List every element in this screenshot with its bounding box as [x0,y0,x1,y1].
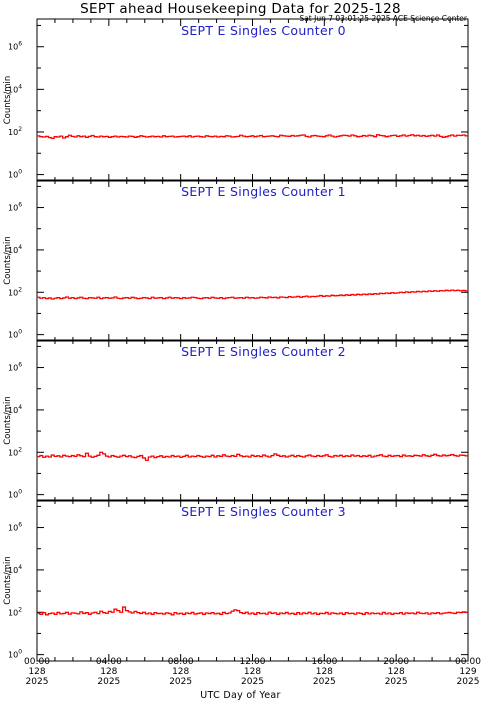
x-tick-label: 2025 [241,677,264,687]
x-tick-label: 00:00 [455,657,481,667]
y-tick-label: 106 [8,202,22,213]
panel-title: SEPT E Singles Counter 2 [181,344,346,359]
panel-title: SEPT E Singles Counter 3 [181,504,346,519]
x-tick-label: 08:00 [168,657,194,667]
x-tick-label: 20:00 [383,657,409,667]
y-tick-label: 100 [8,169,22,180]
panel-2: 100 102 104 106 Counts/min SEPT E Singles Cou… [3,339,469,502]
y-tick-label: 106 [8,522,22,533]
page-title: SEPT ahead Housekeeping Data for 2025-12… [80,1,401,17]
panel-title: SEPT E Singles Counter 0 [181,23,346,38]
panel-frame [36,499,469,662]
x-tick-label: 128 [172,667,189,677]
x-tick-label: 2025 [26,677,49,687]
series-line [37,606,468,616]
x-tick-label: 2025 [313,677,336,687]
y-tick-label: 100 [8,649,22,660]
x-tick-label: 2025 [97,677,120,687]
y-tick-label: 104 [8,404,22,415]
x-axis-title: UTC Day of Year [200,690,281,701]
y-tick-label: 106 [8,41,22,52]
x-tick-label: 128 [388,667,405,677]
x-tick-label: 128 [28,667,45,677]
x-tick-label: 128 [244,667,261,677]
y-tick-label: 104 [8,83,22,94]
timestamp: Sat Jun 7 03:01:25 2025 ACE Science Cent… [299,14,467,23]
x-tick-label: 2025 [385,677,408,687]
y-tick-label: 100 [8,489,22,500]
x-tick-label: 04:00 [96,657,122,667]
x-tick-label: 128 [316,667,333,677]
series-line [37,451,468,461]
y-tick-label: 102 [8,126,22,137]
y-tick-label: 100 [8,329,22,340]
y-tick-label: 104 [8,244,22,255]
panel-frame [36,179,469,342]
panel-title: SEPT E Singles Counter 1 [181,184,346,199]
panel-3: 100 102 104 106 Counts/min SEPT E Singles Cou… [3,499,469,662]
y-axis-label: Counts/min [3,556,13,605]
y-tick-label: 102 [8,446,22,457]
series-line [37,134,468,140]
x-tick-label: 12:00 [240,657,266,667]
x-tick-label: 00:00 [24,657,50,667]
y-axis-label: Counts/min [3,236,13,285]
y-axis-label: Counts/min [3,396,13,445]
y-tick-label: 106 [8,362,22,373]
y-tick-label: 102 [8,286,22,297]
panel-0: 100 102 104 106 Counts/min SEPT E Singles Cou… [3,18,469,182]
panel-frame [36,339,469,502]
x-tick-label: 129 [459,667,476,677]
y-tick-label: 102 [8,606,22,617]
panel-1: 100 102 104 106 Counts/min SEPT E Singles Cou… [3,179,469,342]
panel-frame [36,18,469,182]
x-tick-label: 2025 [457,677,480,687]
x-tick-label: 2025 [169,677,192,687]
y-axis-label: Counts/min [3,76,13,125]
series-line [37,289,468,300]
y-tick-label: 104 [8,564,22,575]
x-tick-label: 16:00 [311,657,337,667]
x-tick-label: 128 [100,667,117,677]
